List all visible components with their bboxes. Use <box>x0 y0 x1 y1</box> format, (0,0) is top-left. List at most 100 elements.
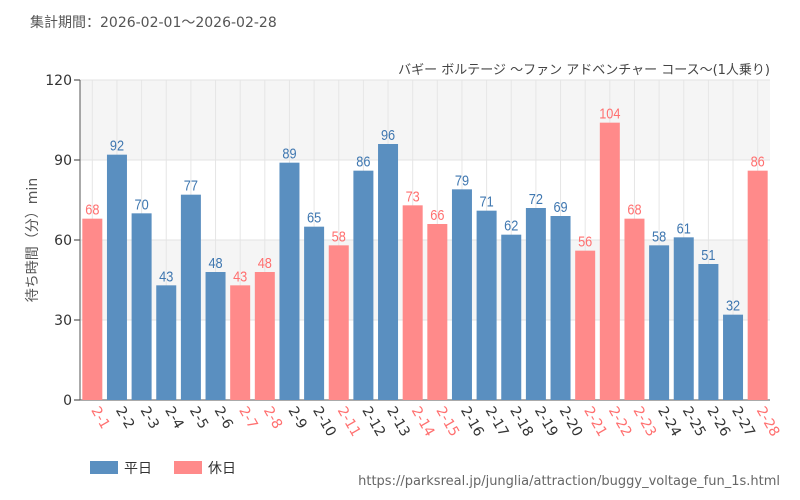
x-tick-label: 2-21 <box>580 404 610 440</box>
data-label: 58 <box>332 227 346 244</box>
bar <box>378 144 399 400</box>
x-tick-label: 2-14 <box>408 404 438 440</box>
x-tick-label: 2-28 <box>753 404 783 440</box>
bar <box>525 208 546 400</box>
data-label: 92 <box>110 137 124 154</box>
legend-item-holiday[interactable]: 休日 <box>174 458 236 478</box>
bar <box>353 170 374 400</box>
data-label: 68 <box>627 201 641 218</box>
data-label: 71 <box>480 193 494 210</box>
bar <box>304 226 325 400</box>
bar <box>550 216 571 400</box>
x-tick-label: 2-12 <box>358 404 388 440</box>
x-tick-label: 2-2 <box>112 404 137 432</box>
source-url[interactable]: https://parksreal.jp/junglia/attraction/… <box>358 474 780 489</box>
bar <box>156 285 177 400</box>
x-tick-label: 2-16 <box>457 404 487 440</box>
x-tick-label: 2-4 <box>161 404 186 432</box>
data-label: 48 <box>258 254 272 271</box>
data-label: 61 <box>677 219 691 236</box>
data-label: 62 <box>504 217 518 234</box>
x-tick-label: 2-15 <box>432 404 462 440</box>
bar <box>180 194 201 400</box>
x-tick-label: 2-7 <box>235 404 260 432</box>
x-tick-label: 2-18 <box>506 404 536 440</box>
y-tick-label: 90 <box>54 153 72 169</box>
data-label: 58 <box>652 227 666 244</box>
x-tick-label: 2-11 <box>334 404 364 440</box>
x-tick-label: 2-6 <box>211 404 236 432</box>
grid-band <box>80 80 770 160</box>
data-label: 51 <box>701 246 715 263</box>
bar <box>279 162 300 400</box>
data-label: 43 <box>159 267 173 284</box>
bar <box>328 245 349 400</box>
bar <box>427 224 448 400</box>
period-label: 集計期間：2026-02-01～2026-02-28 <box>30 15 277 31</box>
data-label: 96 <box>381 126 395 143</box>
bar <box>402 205 423 400</box>
bar <box>624 218 645 400</box>
x-tick-label: 2-17 <box>482 404 512 440</box>
data-label: 86 <box>751 153 765 170</box>
data-label: 72 <box>529 190 543 207</box>
legend-label: 休日 <box>208 461 236 477</box>
data-label: 77 <box>184 177 198 194</box>
data-label: 56 <box>578 233 592 250</box>
legend: 平日 休日 <box>90 458 236 478</box>
y-tick-label: 60 <box>54 233 72 249</box>
x-tick-label: 2-5 <box>186 404 211 432</box>
x-tick-label: 2-24 <box>654 404 684 440</box>
legend-swatch <box>174 461 202 474</box>
data-label: 70 <box>135 195 149 212</box>
x-tick-label: 2-25 <box>679 404 709 440</box>
bar <box>747 170 768 400</box>
bar <box>501 234 522 400</box>
data-label: 66 <box>430 206 444 223</box>
data-label: 79 <box>455 171 469 188</box>
x-tick-label: 2-10 <box>309 404 339 440</box>
bar <box>205 272 226 400</box>
x-tick-label: 2-13 <box>383 404 413 440</box>
bar <box>476 210 497 400</box>
y-tick-label: 0 <box>63 393 72 409</box>
bar <box>106 154 127 400</box>
data-label: 86 <box>356 153 370 170</box>
data-label: 48 <box>208 254 222 271</box>
data-label: 89 <box>282 145 296 162</box>
data-label: 43 <box>233 267 247 284</box>
bar <box>599 122 620 401</box>
x-tick-label: 2-20 <box>556 404 586 440</box>
x-tick-label: 2-19 <box>531 404 561 440</box>
data-label: 104 <box>599 105 620 122</box>
data-label: 69 <box>553 198 567 215</box>
data-label: 65 <box>307 209 321 226</box>
x-tick-label: 2-8 <box>260 404 285 432</box>
bar <box>575 250 596 400</box>
bar <box>649 245 670 400</box>
x-tick-label: 2-3 <box>137 404 162 432</box>
x-tick-label: 2-1 <box>87 404 112 432</box>
bar <box>131 213 152 400</box>
x-tick-label: 2-23 <box>630 404 660 440</box>
bar <box>451 189 472 400</box>
chart-title: バギー ボルテージ ～ファン アドベンチャー コース～(1人乗り) <box>398 63 770 78</box>
x-tick-label: 2-26 <box>703 404 733 440</box>
bar <box>254 272 275 400</box>
x-tick-label: 2-27 <box>728 404 758 440</box>
legend-swatch <box>90 461 118 474</box>
bar <box>82 218 103 400</box>
x-tick-label: 2-9 <box>285 404 310 432</box>
bar <box>698 264 719 400</box>
data-label: 68 <box>85 201 99 218</box>
bar <box>673 237 694 400</box>
bar <box>230 285 251 400</box>
x-tick-label: 2-22 <box>605 404 635 440</box>
y-tick-label: 120 <box>45 73 72 89</box>
y-tick-label: 30 <box>54 313 72 329</box>
legend-item-weekday[interactable]: 平日 <box>90 458 152 478</box>
data-label: 32 <box>726 297 740 314</box>
data-label: 73 <box>406 187 420 204</box>
